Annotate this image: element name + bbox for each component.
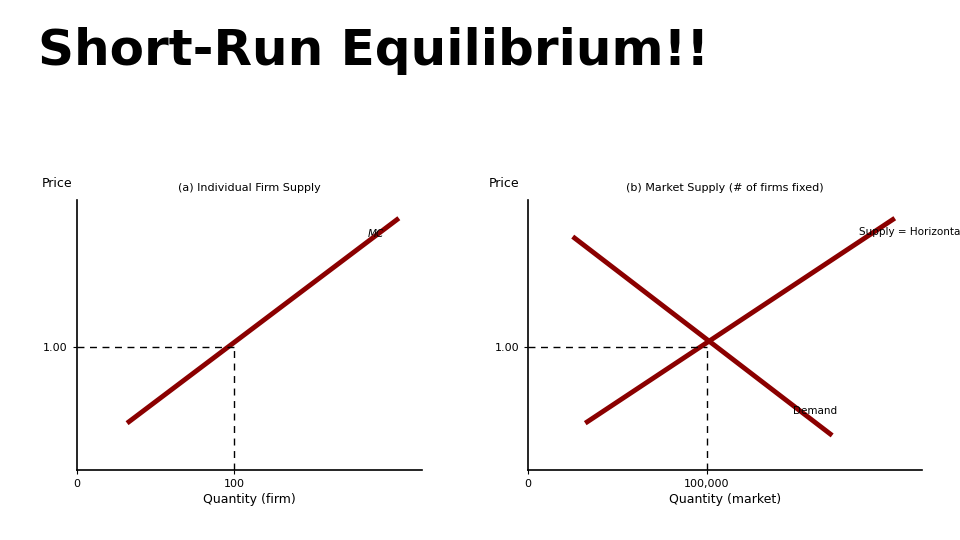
Title: (b) Market Supply (# of firms fixed): (b) Market Supply (# of firms fixed) xyxy=(626,184,824,193)
Text: Price: Price xyxy=(489,177,519,190)
Title: (a) Individual Firm Supply: (a) Individual Firm Supply xyxy=(179,184,321,193)
X-axis label: Quantity (firm): Quantity (firm) xyxy=(204,493,296,506)
Text: Short-Run Equilibrium!!: Short-Run Equilibrium!! xyxy=(38,27,709,75)
Text: Supply = Horizontal Sum of all MC curves: Supply = Horizontal Sum of all MC curves xyxy=(859,227,960,237)
Text: Demand: Demand xyxy=(793,406,837,416)
Text: Price: Price xyxy=(42,177,73,190)
X-axis label: Quantity (market): Quantity (market) xyxy=(669,493,780,506)
Text: MC: MC xyxy=(368,229,384,239)
